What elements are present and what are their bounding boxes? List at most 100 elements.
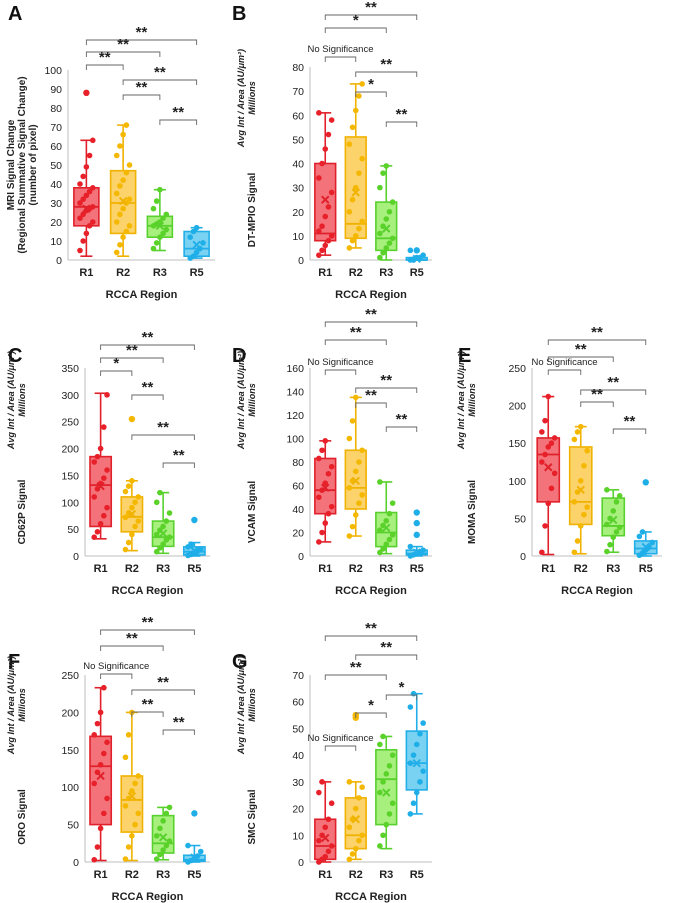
box-r2 <box>344 394 367 539</box>
y-tick-label: 60 <box>292 481 304 493</box>
data-point <box>574 538 581 544</box>
data-point <box>163 842 170 849</box>
panel-d: D 0 20 40 60 80 100 120 140 160 Avg Int / Area (AU… <box>232 306 432 597</box>
data-point <box>349 196 356 203</box>
bracket-line <box>385 426 418 432</box>
x-axis-label: RCCA Region <box>112 585 184 597</box>
y-tick-label: 0 <box>298 551 304 563</box>
significance-label: ** <box>591 386 603 403</box>
y-axis-label: Avg Int / Area (AU/μm²) Millions MOMA Sign… <box>456 351 478 544</box>
mean-marker <box>351 476 360 486</box>
significance-bracket: ** <box>159 104 198 125</box>
data-point <box>163 226 170 233</box>
data-point <box>132 523 138 530</box>
box-r3 <box>151 804 175 862</box>
data-point <box>328 843 335 849</box>
data-point <box>346 824 353 831</box>
panel-letter: E <box>458 345 471 367</box>
y-unit-label: Avg Int / Area (AU/μm²) <box>236 656 246 755</box>
y-tick-label: 20 <box>292 804 304 816</box>
mean-marker <box>351 815 360 824</box>
data-point <box>604 487 610 493</box>
iqr-box <box>568 446 593 526</box>
data-point <box>89 137 96 144</box>
data-point <box>97 520 104 527</box>
significance-label: ** <box>157 419 169 436</box>
x-axis-label: RCCA Region <box>112 891 184 903</box>
bracket-line <box>355 71 418 77</box>
data-point <box>377 230 383 237</box>
data-point <box>316 494 322 501</box>
box-r1 <box>89 392 113 540</box>
y-tick-label: 20 <box>292 207 304 219</box>
data-point <box>157 545 163 551</box>
data-point <box>359 447 365 454</box>
data-point <box>420 768 426 774</box>
data-point <box>380 249 386 256</box>
data-point <box>386 536 393 543</box>
significance-label: ** <box>380 56 392 73</box>
y-axis-label: Avg Int / Area (AU/μm²) Millions ORO Signa… <box>6 656 28 845</box>
data-point <box>407 760 414 766</box>
data-point <box>125 732 132 738</box>
data-point <box>113 219 120 225</box>
y-tick-label: 60 <box>50 141 62 153</box>
data-point <box>325 470 332 477</box>
data-point <box>80 238 86 244</box>
data-point <box>91 780 98 787</box>
data-point <box>89 204 96 210</box>
y-unit-millions: Millions <box>247 688 257 722</box>
data-point <box>86 188 93 195</box>
data-point <box>386 811 393 817</box>
data-point <box>386 208 393 215</box>
data-point <box>420 720 426 726</box>
data-point <box>166 804 173 811</box>
significance-label: ** <box>365 387 377 404</box>
data-point <box>352 233 359 239</box>
mean-marker <box>127 509 137 519</box>
y-tick-label: 150 <box>61 745 79 757</box>
significance-bracket: No Significance <box>307 733 374 751</box>
panel-letter: G <box>232 651 248 673</box>
significance-label: ** <box>173 447 185 464</box>
data-point <box>577 478 584 484</box>
y-tick-label: 0 <box>56 255 62 267</box>
bracket-line <box>547 369 582 375</box>
significance-label: * <box>113 355 119 372</box>
y-tick-label: 10 <box>292 231 304 243</box>
data-point <box>117 242 123 248</box>
data-point <box>91 732 98 738</box>
x-tick-label: R3 <box>606 563 620 575</box>
data-point <box>316 455 322 462</box>
x-tick-label: R3 <box>156 563 170 575</box>
data-point <box>125 844 132 850</box>
data-point <box>123 122 130 128</box>
data-point <box>356 93 362 99</box>
significance-label: No Significance <box>307 357 373 368</box>
data-point <box>126 162 133 168</box>
data-point <box>77 200 83 206</box>
bracket-line <box>385 121 418 127</box>
iqr-box <box>375 201 398 252</box>
data-point <box>97 825 104 832</box>
data-point <box>153 499 160 506</box>
data-point <box>377 843 383 849</box>
y-tick-label: 50 <box>292 723 304 735</box>
significance-bracket: ** <box>580 386 614 407</box>
data-point <box>129 478 135 484</box>
data-point <box>325 237 332 244</box>
mean-marker <box>609 515 618 525</box>
data-point <box>359 81 365 87</box>
y-unit-label: Avg Int / Area (AU/μm²) <box>236 49 246 148</box>
box-r5 <box>405 509 428 559</box>
y-unit-label: Avg Int / Area (AU/μm²) <box>6 351 16 450</box>
bracket-line <box>355 402 387 408</box>
y-tick-label: 200 <box>61 707 79 719</box>
data-point <box>123 169 130 176</box>
data-point <box>316 539 322 545</box>
x-tick-label: R5 <box>410 267 424 279</box>
data-point <box>160 230 166 237</box>
y-axis-label: MRI Signal Change (Regional Summative Sig… <box>6 76 39 253</box>
data-point <box>104 392 110 398</box>
data-point <box>420 252 426 258</box>
